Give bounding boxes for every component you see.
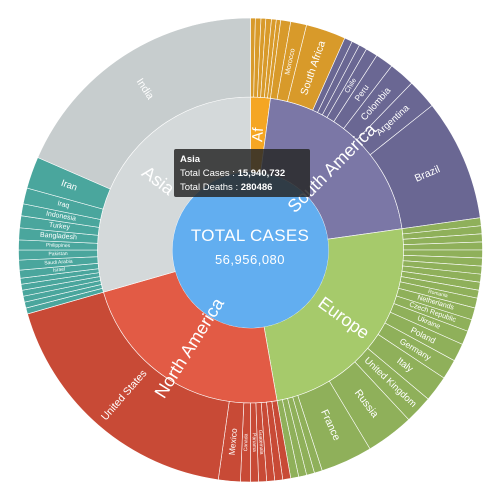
outer-segment-india[interactable] (37, 17, 251, 190)
outer-label-mexico: Mexico (227, 428, 239, 456)
tooltip: Asia Total Cases : 15,940,732 Total Deat… (174, 149, 310, 197)
outer-label-iraq: Iraq (57, 200, 70, 210)
outer-label-israel: Israel (53, 266, 66, 273)
outer-label-canada: Canada (243, 433, 249, 451)
center-title: TOTAL CASES (190, 226, 310, 245)
center-circle[interactable] (172, 172, 329, 328)
outer-label-philippines: Philippines (46, 243, 71, 250)
outer-label-bangladesh: Bangladesh (40, 232, 77, 242)
tooltip-cases-label: Total Cases : (180, 168, 235, 179)
outer-label-panama: Panama (251, 433, 257, 452)
tooltip-deaths-value: 280486 (240, 182, 273, 193)
outer-label-romania: Romania (427, 289, 448, 299)
outer-label-iran: Iran (59, 178, 78, 194)
tooltip-cases-value: 15,940,732 (237, 168, 286, 179)
outer-label-saudi-arabia: Saudi Arabia (44, 259, 73, 267)
tooltip-title: Asia (180, 154, 201, 165)
outer-label-guatemala: Guatemala (257, 430, 264, 455)
inner-label-af: Af (249, 126, 267, 142)
tooltip-deaths-label: Total Deaths : (180, 182, 239, 193)
center-value: 56,956,080 (214, 252, 286, 267)
outer-label-pakistan: Pakistan (48, 251, 68, 257)
outer-label-turkey: Turkey (49, 222, 71, 232)
